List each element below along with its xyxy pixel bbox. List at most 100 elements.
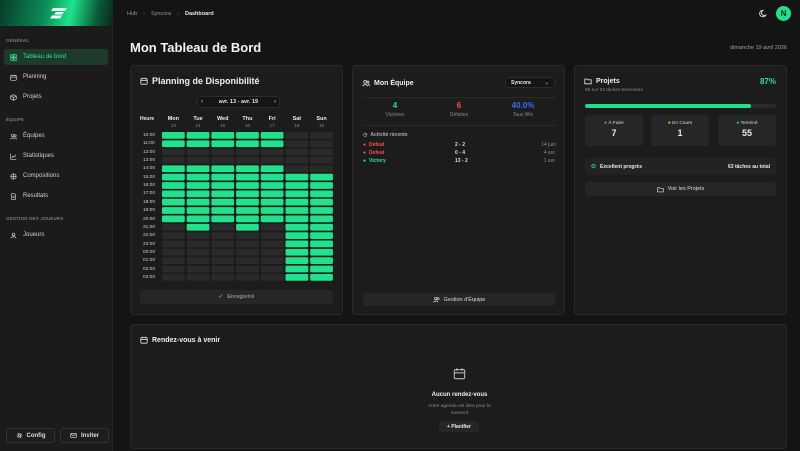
slot-available[interactable] <box>285 207 309 214</box>
slot-unavailable[interactable] <box>162 232 185 239</box>
slot-available[interactable] <box>310 232 333 239</box>
slot-available[interactable] <box>310 207 333 214</box>
slot-available[interactable] <box>211 207 235 214</box>
slot-available[interactable] <box>310 257 333 264</box>
slot-available[interactable] <box>285 223 309 231</box>
slot-unavailable[interactable] <box>162 265 185 273</box>
slot-available[interactable] <box>285 232 309 239</box>
slot-unavailable[interactable] <box>211 265 235 273</box>
slot-unavailable[interactable] <box>162 273 185 281</box>
activity-row[interactable]: ● Defeat 0 - 4 4 avr. <box>363 150 556 158</box>
slot-unavailable[interactable] <box>162 240 185 248</box>
slot-available[interactable] <box>260 190 284 198</box>
slot-available[interactable] <box>285 215 309 223</box>
slot-unavailable[interactable] <box>186 248 210 256</box>
slot-available[interactable] <box>186 198 210 206</box>
slot-available[interactable] <box>285 190 309 198</box>
slot-unavailable[interactable] <box>211 248 235 256</box>
slot-unavailable[interactable] <box>260 148 284 156</box>
slot-available[interactable] <box>260 132 284 139</box>
slot-available[interactable] <box>162 207 185 214</box>
slot-available[interactable] <box>186 165 210 173</box>
sidebar-item-statistiques[interactable]: Statistiques <box>4 148 108 164</box>
slot-unavailable[interactable] <box>211 240 235 248</box>
slot-unavailable[interactable] <box>310 157 333 164</box>
slot-available[interactable] <box>285 173 309 181</box>
slot-unavailable[interactable] <box>162 257 185 264</box>
slot-available[interactable] <box>211 140 235 148</box>
slot-available[interactable] <box>310 190 333 198</box>
slot-available[interactable] <box>211 215 235 223</box>
status-in-progress[interactable]: ● En Cours 1 <box>651 115 709 146</box>
slot-available[interactable] <box>211 173 235 181</box>
slot-unavailable[interactable] <box>162 248 185 256</box>
next-week-button[interactable]: › <box>274 99 276 105</box>
slot-available[interactable] <box>310 273 333 281</box>
slot-available[interactable] <box>162 198 185 206</box>
sidebar-item-projets[interactable]: Projets <box>4 89 108 105</box>
slot-unavailable[interactable] <box>310 132 333 139</box>
slot-available[interactable] <box>260 173 284 181</box>
slot-unavailable[interactable] <box>285 140 309 148</box>
sidebar-item-resultats[interactable]: Resultats <box>4 188 108 204</box>
prev-week-button[interactable]: ‹ <box>201 99 203 105</box>
slot-unavailable[interactable] <box>162 223 185 231</box>
slot-available[interactable] <box>310 198 333 206</box>
slot-unavailable[interactable] <box>260 248 284 256</box>
slot-unavailable[interactable] <box>285 157 309 164</box>
breadcrumb-hub[interactable]: Hub <box>127 11 138 17</box>
slot-available[interactable] <box>310 248 333 256</box>
slot-unavailable[interactable] <box>186 273 210 281</box>
sidebar-item-compositions[interactable]: Compositions <box>4 168 108 184</box>
config-button[interactable]: Config <box>6 428 55 443</box>
slot-unavailable[interactable] <box>186 257 210 264</box>
slot-unavailable[interactable] <box>162 148 185 156</box>
slot-available[interactable] <box>260 182 284 189</box>
slot-unavailable[interactable] <box>285 165 309 173</box>
slot-available[interactable] <box>285 240 309 248</box>
slot-available[interactable] <box>186 140 210 148</box>
slot-available[interactable] <box>236 173 259 181</box>
slot-unavailable[interactable] <box>260 265 284 273</box>
slot-available[interactable] <box>186 173 210 181</box>
slot-available[interactable] <box>310 173 333 181</box>
brand-banner[interactable] <box>0 0 113 26</box>
slot-available[interactable] <box>260 140 284 148</box>
slot-available[interactable] <box>186 132 210 139</box>
slot-unavailable[interactable] <box>260 240 284 248</box>
status-done[interactable]: ● Terminé 55 <box>718 115 776 146</box>
slot-unavailable[interactable] <box>260 273 284 281</box>
slot-available[interactable] <box>236 198 259 206</box>
slot-available[interactable] <box>310 240 333 248</box>
moon-icon[interactable] <box>759 9 768 18</box>
invite-button[interactable]: Inviter <box>60 428 109 443</box>
slot-available[interactable] <box>236 165 259 173</box>
sidebar-item-planning[interactable]: Planning <box>4 69 108 85</box>
slot-available[interactable] <box>310 215 333 223</box>
slot-available[interactable] <box>285 257 309 264</box>
slot-unavailable[interactable] <box>186 157 210 164</box>
slot-unavailable[interactable] <box>236 232 259 239</box>
slot-unavailable[interactable] <box>310 140 333 148</box>
slot-available[interactable] <box>186 207 210 214</box>
slot-unavailable[interactable] <box>186 240 210 248</box>
slot-available[interactable] <box>236 132 259 139</box>
team-select[interactable]: Syncora ⌄ <box>505 77 555 88</box>
slot-unavailable[interactable] <box>211 223 235 231</box>
slot-available[interactable] <box>162 190 185 198</box>
slot-unavailable[interactable] <box>236 265 259 273</box>
sidebar-item-dashboard[interactable]: Tableau de bord <box>4 49 108 65</box>
slot-available[interactable] <box>236 140 259 148</box>
slot-available[interactable] <box>236 223 259 231</box>
saved-button[interactable]: ✓ Enregistré <box>140 290 333 304</box>
slot-available[interactable] <box>310 265 333 273</box>
avatar[interactable]: N <box>776 6 791 21</box>
slot-available[interactable] <box>260 215 284 223</box>
slot-available[interactable] <box>260 198 284 206</box>
sidebar-item-joueurs[interactable]: Joueurs <box>4 227 108 243</box>
slot-unavailable[interactable] <box>285 132 309 139</box>
slot-unavailable[interactable] <box>162 157 185 164</box>
slot-unavailable[interactable] <box>310 165 333 173</box>
breadcrumb-syncora[interactable]: Syncora <box>150 11 172 17</box>
slot-unavailable[interactable] <box>186 232 210 239</box>
